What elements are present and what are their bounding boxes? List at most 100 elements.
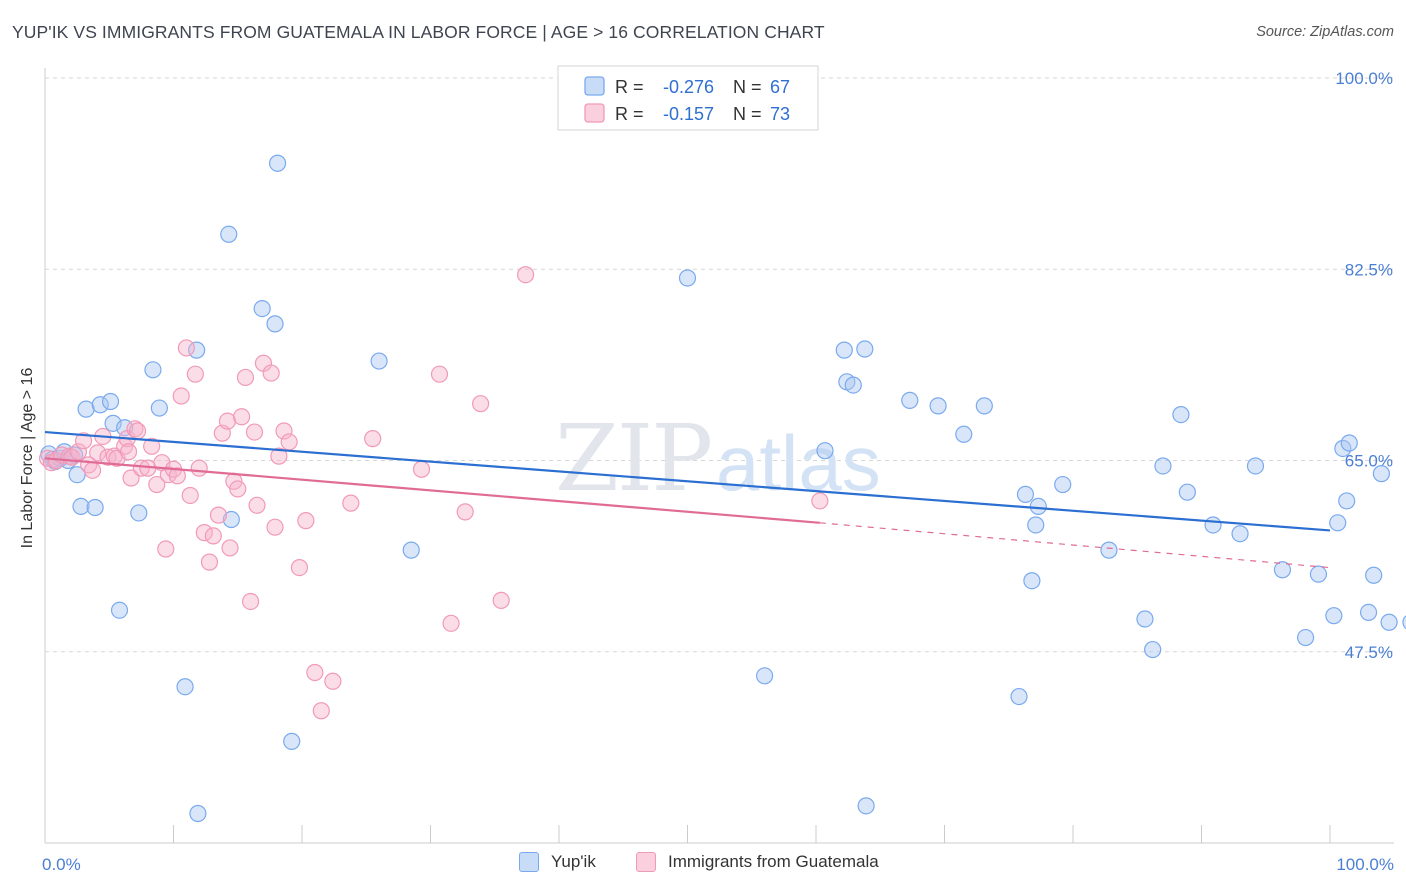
point-guatemala [472,395,490,413]
point-yupik [755,667,774,685]
stats-r-label: R = [615,104,644,124]
point-yupik [402,541,420,559]
point-guatemala [236,368,255,387]
chart-source: Source: ZipAtlas.com [1256,24,1394,40]
point-yupik [91,396,109,414]
point-guatemala [221,539,239,557]
point-yupik [1100,541,1118,559]
point-yupik [1359,603,1378,622]
point-yupik [1380,613,1398,631]
stats-n-value: 67 [770,77,790,97]
x-tick-label: 100.0% [1336,855,1394,874]
point-yupik [1204,516,1222,534]
point-yupik [955,425,973,443]
point-yupik [253,299,271,318]
point-yupik [1023,572,1041,590]
point-yupik [370,352,388,370]
point-yupik [101,392,120,411]
point-yupik [1027,516,1045,534]
point-guatemala [119,443,138,461]
y-tick-label: 82.5% [1345,260,1393,279]
point-guatemala [69,443,88,461]
point-guatemala [132,459,150,477]
point-yupik [1154,457,1172,475]
point-guatemala [297,512,315,530]
point-guatemala [492,591,510,609]
point-guatemala [324,672,342,690]
bottom-legend: Yup'ik Immigrants from Guatemala [0,850,1406,878]
watermark-atlas: atlas [716,419,881,507]
point-yupik [901,391,919,409]
point-guatemala [218,412,237,430]
point-yupik [1365,566,1383,584]
point-guatemala [262,364,280,382]
point-yupik [1029,497,1047,515]
point-yupik [220,225,238,243]
stats-n-value: 73 [770,104,790,124]
point-guatemala [126,420,144,438]
legend-swatch-yupik [519,852,539,872]
trend-line-guatemala [44,457,820,524]
point-yupik [283,732,301,750]
point-yupik [1309,565,1328,583]
point-yupik [150,399,168,417]
legend-item-guatemala[interactable]: Immigrants from Guatemala [636,852,879,872]
point-yupik [1178,483,1196,501]
point-guatemala [306,663,324,682]
point-yupik [929,397,947,415]
point-yupik [1338,492,1356,510]
point-yupik [1231,525,1249,543]
point-yupik [77,400,95,418]
point-guatemala [275,422,293,440]
point-guatemala [229,480,247,498]
point-guatemala [181,486,199,505]
point-yupik [1136,610,1154,628]
point-guatemala [168,467,186,485]
point-guatemala [290,558,309,577]
point-yupik [176,678,194,696]
point-guatemala [342,494,360,512]
point-yupik [1329,514,1347,532]
point-guatemala [248,496,266,514]
point-guatemala [186,365,204,383]
point-guatemala [83,461,102,479]
point-yupik [130,504,148,522]
point-yupik [1325,607,1343,625]
point-yupik [856,340,874,358]
point-guatemala [143,437,161,455]
point-yupik [1402,615,1406,630]
stats-legend-swatch [584,76,605,96]
trend-line-yupik [44,430,1331,532]
point-guatemala [200,553,219,571]
y-tick-label: 100.0% [1335,69,1393,88]
point-yupik [110,601,129,619]
point-guatemala [172,387,190,405]
legend-item-yupik[interactable]: Yup'ik [519,852,596,872]
stats-legend-swatch [584,103,605,123]
point-guatemala [233,408,251,426]
point-guatemala [456,503,474,521]
point-yupik [68,466,86,484]
point-guatemala [266,518,284,536]
point-guatemala [177,339,195,357]
point-yupik [266,315,284,333]
point-yupik [1172,406,1190,424]
point-yupik [189,804,207,823]
point-yupik [86,498,104,517]
point-yupik [222,510,240,529]
watermark-zip: ZIP [555,405,711,512]
point-guatemala [270,447,288,465]
point-yupik [975,397,993,415]
legend-label-yupik: Yup'ik [551,852,596,871]
point-yupik [678,269,697,287]
point-guatemala [516,266,535,284]
legend-swatch-guatemala [636,852,656,872]
point-yupik [268,154,287,172]
point-yupik [835,341,853,359]
point-yupik [1054,475,1072,494]
point-guatemala [74,432,93,450]
trend-line-guatemala-extension [819,522,1331,569]
legend-label-guatemala: Immigrants from Guatemala [668,852,879,871]
point-guatemala [99,448,117,466]
